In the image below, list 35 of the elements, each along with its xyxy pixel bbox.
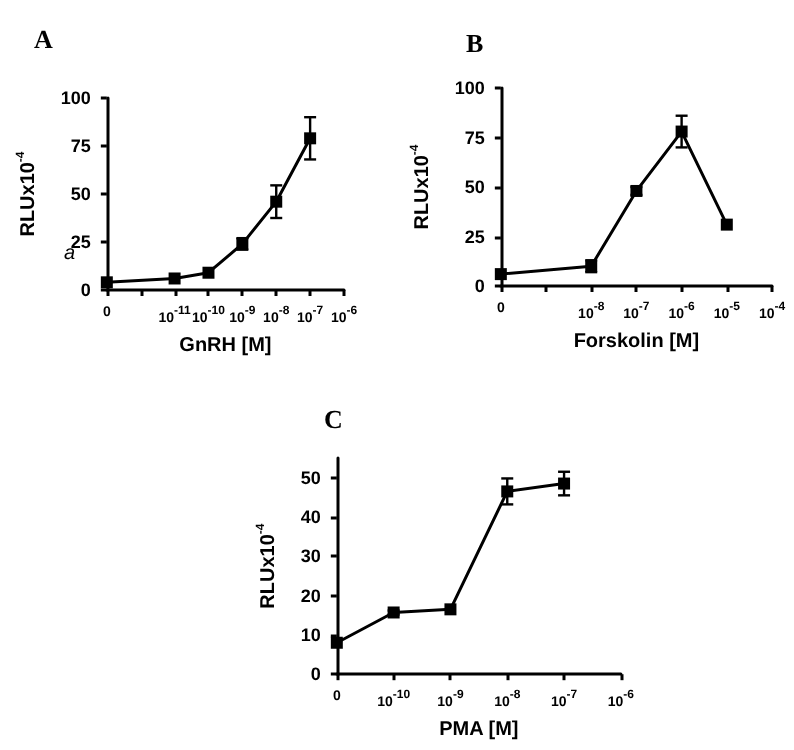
point [444,603,457,616]
y-tick-label: 0 [310,664,321,685]
y-tick-label: 100 [60,88,91,108]
y-tick-label: 75 [464,127,485,148]
point [387,606,400,619]
chart-title: C [324,404,343,434]
point [330,636,343,649]
y-tick-label: 0 [474,276,485,296]
x-axis-title: PMA [M] [439,719,519,741]
y-tick-label: 0 [80,280,91,300]
y-tick-label: 50 [464,177,485,197]
y-tick-label: 50 [70,184,91,204]
point [270,195,283,208]
point [168,272,181,285]
point [558,477,571,490]
y-tick-label: 100 [454,78,485,98]
point [304,132,317,145]
y-tick-label: 30 [300,546,321,567]
y-tick-label: 40 [300,506,321,527]
chart-title: A [34,24,54,54]
point [202,266,215,279]
chart-title: B [466,28,484,58]
point [675,125,688,138]
x-axis-title: GnRH [M] [179,334,272,357]
point [501,485,514,498]
y-tick-label: 10 [300,624,321,645]
y-tick-label: 25 [70,232,91,252]
y-tick-label: 75 [70,136,91,156]
x-axis-title: Forskolin [M] [573,330,700,353]
point [720,218,733,231]
point [100,276,113,289]
point [494,268,507,281]
y-tick-label: 20 [300,585,321,606]
y-tick-label: 50 [300,467,321,488]
y-tick-label: 25 [464,226,485,247]
